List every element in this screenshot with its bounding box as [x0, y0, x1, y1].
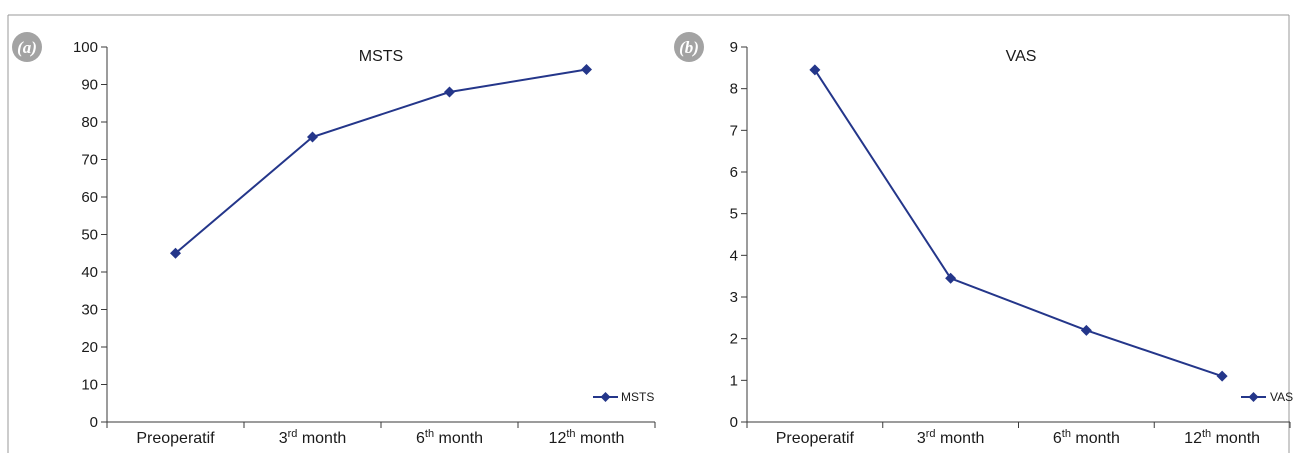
legend: VAS: [1241, 390, 1293, 404]
x-tick-label: 6th month: [416, 428, 483, 447]
data-point: [945, 272, 957, 284]
y-tick-label: 8: [730, 81, 738, 98]
x-tick-label: 12th month: [549, 428, 625, 447]
panel-label-badge: [674, 32, 704, 62]
panel-label: (b): [679, 38, 699, 57]
x-tick-label: 6th month: [1053, 428, 1120, 447]
panel-label: (a): [17, 38, 37, 57]
data-point: [1216, 370, 1228, 382]
x-tick-label: Preoperatif: [136, 430, 215, 447]
legend-marker: [1248, 392, 1259, 402]
y-tick-label: 70: [81, 152, 98, 169]
y-tick-label: 90: [81, 77, 98, 94]
y-tick-label: 2: [730, 331, 738, 348]
y-tick-label: 20: [81, 339, 98, 356]
y-tick-label: 10: [81, 377, 98, 394]
y-tick-label: 1: [730, 372, 738, 389]
y-tick-label: 0: [90, 414, 98, 431]
y-tick-label: 0: [730, 414, 738, 431]
y-tick-label: 30: [81, 302, 98, 319]
legend-marker: [600, 392, 611, 402]
y-tick-label: 3: [730, 289, 738, 306]
data-point: [809, 64, 821, 76]
panel-vas: (b) VAS 0 1 2 3 4 5 6 7 8 9 Preoperatif 3rd month 6…: [674, 32, 1293, 447]
data-point: [170, 247, 181, 259]
y-tick-label: 40: [81, 264, 98, 281]
y-tick-label: 7: [730, 122, 738, 139]
data-point: [444, 86, 455, 98]
x-tick-label: Preoperatif: [776, 430, 855, 447]
series-line-msts: [174, 68, 587, 255]
chart-title: VAS: [1006, 48, 1037, 65]
data-point: [307, 131, 318, 143]
x-tick-label: 12th month: [1184, 428, 1260, 447]
y-tick-label: 100: [73, 39, 98, 56]
y-tick-label: 6: [730, 164, 738, 181]
y-tick-label: 50: [81, 227, 98, 244]
y-tick-label: 60: [81, 189, 98, 206]
legend: MSTS: [593, 390, 654, 404]
y-tick-label: 80: [81, 114, 98, 131]
series-line-vas: [814, 69, 1223, 378]
y-tick-label: 5: [730, 206, 738, 223]
chart-title: MSTS: [359, 48, 403, 65]
y-tick-label: 4: [730, 247, 738, 264]
panel-msts: (a) MSTS 0 10 20 30 40 50 60 70 80 90 100 Preopera…: [12, 32, 656, 447]
legend-label: VAS: [1270, 390, 1293, 404]
legend-label: MSTS: [621, 390, 654, 404]
y-tick-label: 9: [730, 39, 738, 56]
data-point: [1080, 324, 1092, 336]
x-tick-label: 3rd month: [279, 428, 347, 447]
panel-label-badge: [12, 32, 42, 62]
data-point: [581, 64, 592, 75]
x-tick-label: 3rd month: [917, 428, 985, 447]
